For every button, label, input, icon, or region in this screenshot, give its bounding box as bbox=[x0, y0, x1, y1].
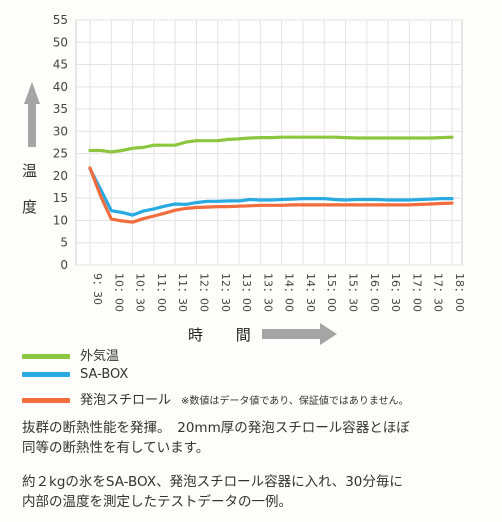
x-tick-label: 17：00 bbox=[410, 273, 423, 312]
x-tick-label: 12：00 bbox=[197, 273, 210, 312]
y-tick-label: 50 bbox=[53, 35, 68, 49]
legend-swatch-blue bbox=[22, 372, 70, 377]
y-tick-label: 15 bbox=[53, 191, 68, 205]
y-tick-label: 35 bbox=[53, 102, 68, 116]
text-line: 抜群の断熱性能を発揮。 20mm厚の発泡スチロール容器とほぼ bbox=[22, 420, 410, 436]
series-line-0 bbox=[88, 135, 454, 154]
x-tick-label: 13：00 bbox=[240, 273, 253, 312]
x-tick-label: 17：30 bbox=[432, 273, 445, 312]
x-tick-label: 15：30 bbox=[347, 273, 360, 312]
y-tick-label: 0 bbox=[60, 258, 68, 272]
series-line-2 bbox=[88, 166, 454, 224]
legend-label: 外気温 bbox=[80, 349, 120, 364]
x-tick-label: 16：30 bbox=[389, 273, 402, 312]
x-tick-label: 10：00 bbox=[112, 273, 125, 312]
legend-item-styrofoam: 発泡スチロール ※数値はデータ値であり、保証値ではありません。 bbox=[22, 389, 409, 408]
legend-label: SA-BOX bbox=[80, 367, 129, 382]
description-paragraph-1: 抜群の断熱性能を発揮。 20mm厚の発泡スチロール容器とほぼ 同等の断熱性を有し… bbox=[22, 418, 492, 458]
series-line-1 bbox=[88, 167, 454, 217]
x-tick-label: 9：30 bbox=[91, 273, 104, 305]
y-tick-label: 45 bbox=[53, 58, 68, 72]
y-tick-label: 20 bbox=[53, 169, 68, 183]
text-line: 同等の断熱性を有しています。 bbox=[22, 440, 210, 456]
y-tick-label: 40 bbox=[53, 80, 68, 94]
y-tick-label: 55 bbox=[53, 13, 68, 27]
temperature-chart: 0 5 10 15 20 25 30 35 40 45 50 55 9：30 10：00 10：30 11：0… bbox=[24, 13, 466, 345]
y-tick-label: 5 bbox=[60, 236, 68, 250]
plot-area bbox=[75, 19, 463, 266]
x-tick-label: 13：30 bbox=[261, 273, 274, 312]
x-tick-label: 18：00 bbox=[453, 273, 466, 312]
y-axis-arrow-icon bbox=[24, 82, 40, 147]
x-tick-label: 11：00 bbox=[155, 273, 168, 312]
y-tick-label: 30 bbox=[53, 124, 68, 138]
y-tick-label: 10 bbox=[53, 213, 68, 227]
legend-item-outside-temp: 外気温 bbox=[22, 345, 119, 364]
y-axis-label-2: 度 bbox=[22, 198, 38, 216]
text-line: 内部の温度を測定したテストデータの一例。 bbox=[22, 494, 292, 510]
x-tick-label: 15：00 bbox=[325, 273, 338, 312]
text-line: 約２kgの氷をSA-BOX、発泡スチロール容器に入れ、30分毎に bbox=[22, 474, 403, 490]
legend-swatch-orange bbox=[22, 398, 70, 403]
x-tick-label: 16：00 bbox=[368, 273, 381, 312]
legend-swatch-green bbox=[22, 354, 70, 359]
x-tick-label: 14：00 bbox=[283, 273, 296, 312]
legend-item-sa-box: SA-BOX bbox=[22, 367, 128, 382]
x-tick-label: 14：30 bbox=[304, 273, 317, 312]
x-tick-label: 12：30 bbox=[219, 273, 232, 312]
legend-note: ※数値はデータ値であり、保証値ではありません。 bbox=[181, 396, 409, 407]
x-axis-label: 時 間 bbox=[188, 326, 265, 344]
x-tick-label: 10：30 bbox=[134, 273, 147, 312]
description-paragraph-2: 約２kgの氷をSA-BOX、発泡スチロール容器に入れ、30分毎に 内部の温度を測… bbox=[22, 472, 492, 512]
y-axis-label-1: 温 bbox=[22, 162, 38, 180]
legend-label: 発泡スチロール bbox=[80, 393, 172, 408]
x-axis-arrow-icon bbox=[262, 323, 337, 345]
y-tick-label: 25 bbox=[53, 147, 68, 161]
x-tick-label: 11：30 bbox=[176, 273, 189, 312]
